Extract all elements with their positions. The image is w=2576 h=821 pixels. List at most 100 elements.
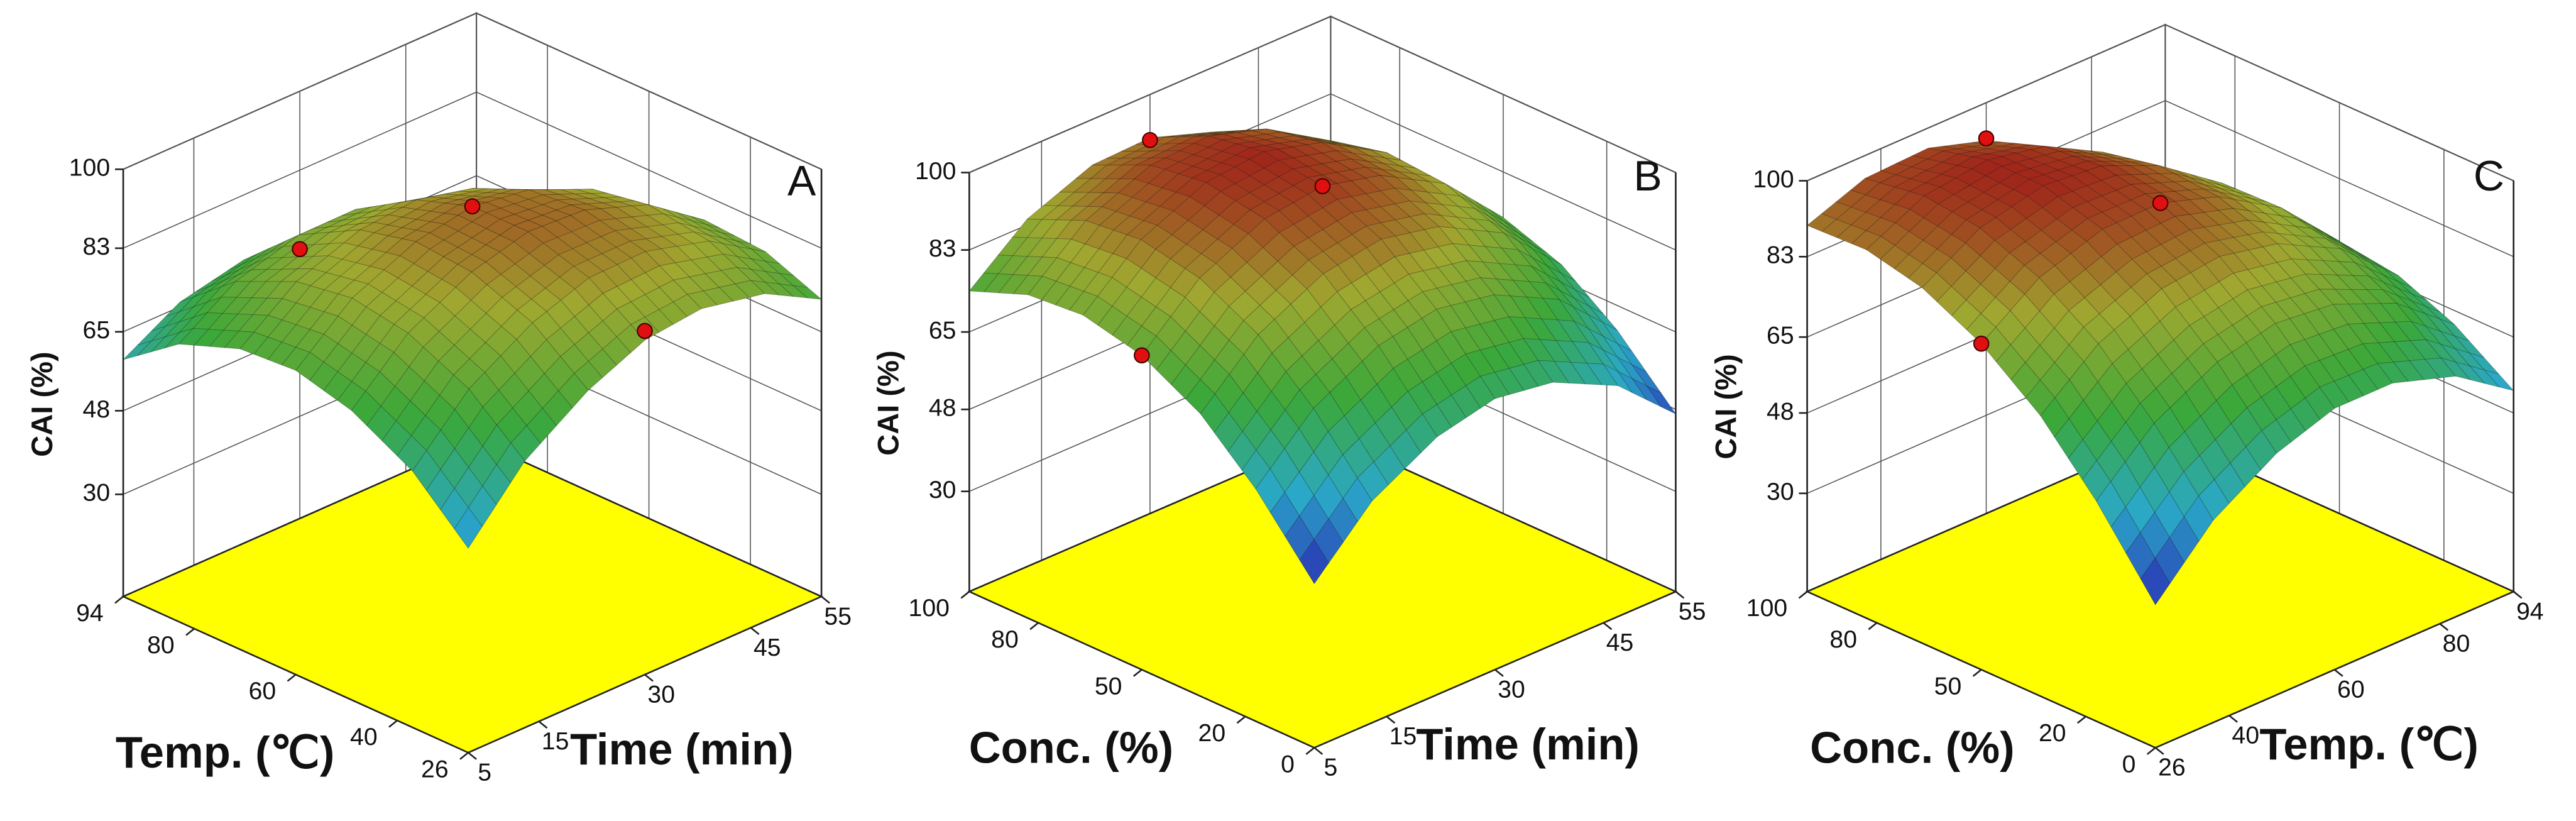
x-tick bbox=[2439, 623, 2449, 631]
surface-patch bbox=[1284, 471, 1315, 517]
surface-patch bbox=[2144, 321, 2174, 355]
z-tick-label: 65 bbox=[929, 317, 956, 344]
surface-patch bbox=[1269, 492, 1300, 537]
surface-patch bbox=[1280, 135, 1308, 141]
surface-patch bbox=[1951, 299, 1981, 330]
surface-patch bbox=[1554, 361, 1586, 385]
surface-patch bbox=[266, 281, 297, 299]
panel-label: C bbox=[2474, 152, 2504, 200]
surface-patch bbox=[1336, 150, 1367, 162]
z-tick-label: 83 bbox=[1767, 242, 1794, 269]
design-point bbox=[1978, 130, 1995, 147]
design-point bbox=[464, 198, 481, 215]
surface-patch bbox=[1155, 258, 1186, 289]
surface-patch bbox=[295, 351, 324, 381]
z-tick-label: 100 bbox=[915, 158, 956, 185]
surface-patch bbox=[471, 212, 501, 229]
surface-patch bbox=[1292, 155, 1323, 167]
surface-patch bbox=[1308, 207, 1338, 230]
surface-patch bbox=[1394, 187, 1427, 204]
surface-patch bbox=[351, 284, 383, 307]
surface-patch bbox=[1407, 381, 1438, 415]
z-axis-title: CAI (%) bbox=[871, 350, 904, 455]
surface-patch bbox=[253, 336, 283, 360]
surface-patch bbox=[2074, 148, 2103, 155]
surface-patch bbox=[415, 221, 445, 233]
surface-patch bbox=[1400, 165, 1431, 177]
z-tick-label: 83 bbox=[83, 233, 111, 260]
surface-patch bbox=[443, 230, 473, 248]
surface-patch bbox=[750, 268, 781, 285]
surface-patch bbox=[407, 317, 440, 348]
surface-patch bbox=[1208, 130, 1237, 133]
x-tick bbox=[750, 627, 760, 636]
surface-patch bbox=[370, 252, 401, 270]
surface-patch bbox=[617, 301, 645, 325]
surface-patch bbox=[178, 312, 209, 333]
surface-patch bbox=[574, 277, 604, 306]
surface-patch bbox=[1141, 277, 1171, 307]
y-tick-label: 50 bbox=[1095, 673, 1122, 700]
surface-patch bbox=[1199, 292, 1230, 326]
surface-patch bbox=[425, 469, 455, 510]
surface-patch bbox=[1409, 213, 1440, 230]
surface-patch bbox=[468, 485, 497, 527]
surface-patch bbox=[1285, 515, 1315, 561]
surface-patch bbox=[2081, 460, 2112, 502]
surface-patch bbox=[2068, 439, 2097, 480]
surface-patch bbox=[371, 235, 403, 253]
surface-patch bbox=[750, 248, 781, 265]
surface-patch bbox=[1465, 350, 1496, 377]
surface-patch bbox=[1953, 185, 1985, 203]
z-tick-label: 65 bbox=[83, 317, 111, 344]
surface-patch bbox=[150, 332, 180, 353]
surface-patch bbox=[2289, 293, 2320, 314]
surface-patch bbox=[630, 215, 664, 228]
x-tick-label: 45 bbox=[1606, 629, 1634, 656]
surface-patch bbox=[1354, 147, 1386, 158]
surface-patch bbox=[1308, 251, 1339, 274]
surface-patch bbox=[337, 280, 369, 299]
x-tick-label: 5 bbox=[1324, 754, 1338, 781]
surface-patch bbox=[558, 373, 589, 409]
surface-patch bbox=[1170, 365, 1201, 400]
surface-patch bbox=[1307, 163, 1338, 175]
surface-patch bbox=[1427, 192, 1459, 207]
surface-patch bbox=[1407, 317, 1437, 351]
surface-patch bbox=[630, 226, 663, 240]
surface-patch bbox=[1379, 187, 1410, 204]
surface-patch bbox=[574, 360, 603, 391]
y-tick bbox=[114, 595, 124, 604]
surface-patch bbox=[588, 348, 617, 378]
surface-patch bbox=[574, 332, 603, 362]
surface-patch bbox=[1380, 203, 1411, 221]
y-tick bbox=[1132, 669, 1143, 677]
surface-patch bbox=[122, 340, 153, 360]
surface-patch bbox=[1112, 316, 1143, 346]
panel: 5 15 30 45 55 0 20 50 80 100 30 48 65 83 100 Time (min)… bbox=[871, 15, 1706, 781]
z-tick-label: 48 bbox=[929, 395, 956, 422]
x-tick-label: 15 bbox=[1389, 723, 1417, 750]
surface-patch bbox=[1126, 326, 1157, 356]
surface-patch bbox=[2397, 287, 2426, 307]
x-tick-label: 55 bbox=[1679, 598, 1706, 625]
surface-patch bbox=[1357, 461, 1389, 502]
surface-patch bbox=[1026, 219, 1057, 239]
surface-patch bbox=[1515, 264, 1547, 284]
surface-patch bbox=[1249, 184, 1280, 202]
surface-patch bbox=[1936, 234, 1966, 258]
surface-patch bbox=[1284, 427, 1314, 473]
x-tick bbox=[644, 674, 654, 682]
y-tick-label: 60 bbox=[249, 678, 277, 705]
surface-patch bbox=[486, 192, 515, 199]
surface-patch bbox=[1924, 186, 1955, 204]
surface-patch bbox=[2096, 481, 2126, 527]
surface-patch bbox=[1936, 285, 1967, 316]
surface-patch bbox=[1465, 324, 1495, 351]
x-axis-title: Time (min) bbox=[570, 724, 794, 774]
surface-patch bbox=[482, 464, 511, 505]
surface-patch bbox=[526, 407, 557, 444]
surface-patch bbox=[454, 466, 483, 508]
surface-patch bbox=[395, 366, 425, 402]
surface-patch bbox=[2382, 289, 2411, 309]
